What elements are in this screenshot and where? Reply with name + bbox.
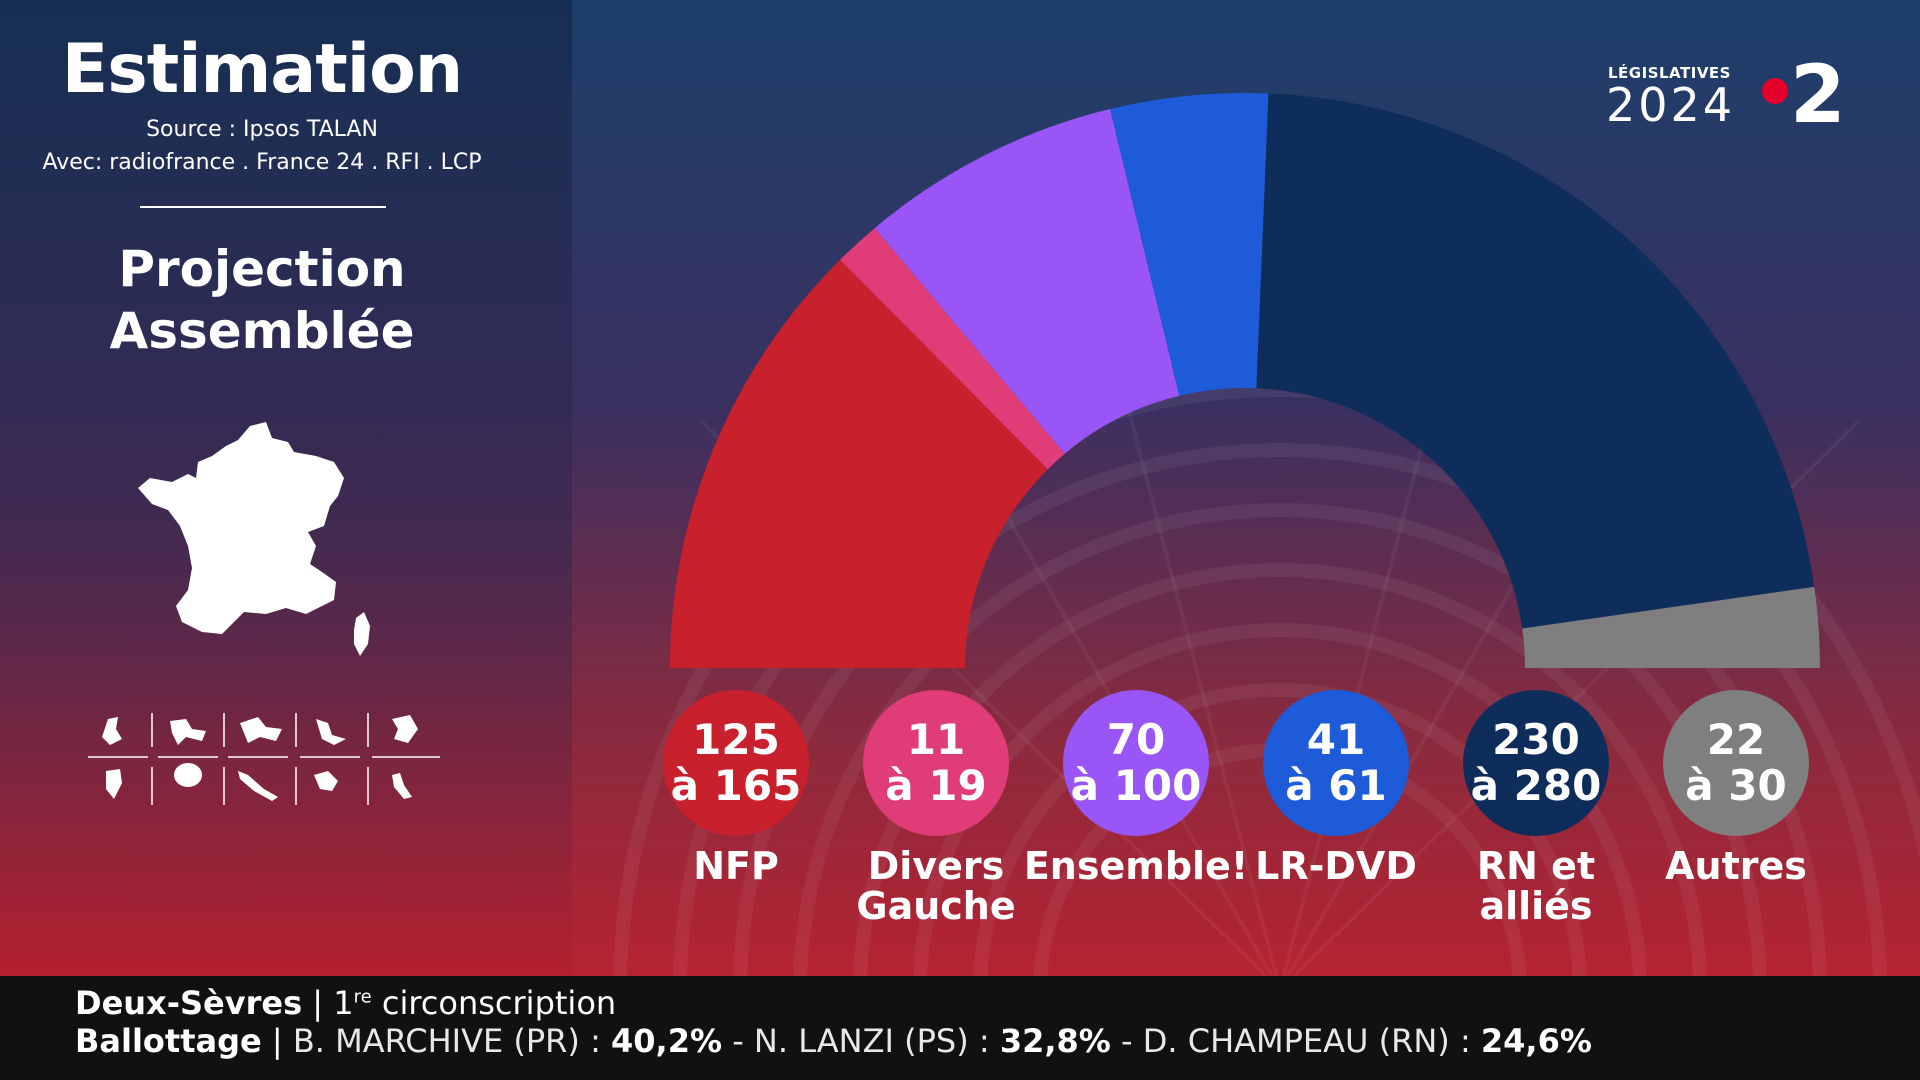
territory-3-icon	[240, 717, 282, 743]
panel-title: Estimation	[61, 30, 463, 109]
seat-range-min-nfp: 125	[692, 715, 780, 764]
source-text: Source : Ipsos TALAN	[146, 117, 378, 142]
territory-5-icon	[392, 715, 418, 743]
logo-event-text: LÉGISLATIVES	[1608, 64, 1731, 82]
territory-7-icon	[174, 763, 202, 787]
seat-range-bubble-rn-et-alli-s: 230 à 280	[1463, 690, 1609, 836]
seat-arc-nfp	[670, 259, 1048, 668]
seat-range-bubble-divers-gauche: 11 à 19	[863, 690, 1009, 836]
party-label-lr-dvd: LR-DVD	[1221, 846, 1451, 886]
seat-range-min-lr-dvd: 41	[1306, 715, 1366, 764]
party-label-line: Autres	[1665, 844, 1807, 888]
result-ticker: Deux-Sèvres | 1re circonscription Ballot…	[0, 976, 1920, 1080]
party-label-nfp: NFP	[621, 846, 851, 886]
subtitle-assemblee: Assemblée	[109, 302, 415, 360]
seat-range-min-autres: 22	[1706, 715, 1766, 764]
seat-range-min-divers-gauche: 11	[906, 715, 966, 764]
territory-8-icon	[238, 771, 278, 801]
info-panel: Estimation Source : Ipsos TALAN Avec: ra…	[0, 0, 572, 976]
candidate-2-score: 32,8%	[999, 1022, 1111, 1060]
ticker-separator: |	[312, 984, 324, 1022]
divider	[140, 206, 386, 208]
ticker-results: Ballottage | B. MARCHIVE (PR) : 40,2% - …	[75, 1022, 1592, 1060]
ticker-status: Ballottage	[75, 1022, 262, 1060]
party-label-line: Gauche	[856, 884, 1016, 928]
candidate-3-score: 24,6%	[1480, 1022, 1592, 1060]
party-label-rn-et-alli-s: RN et alliés	[1421, 846, 1651, 926]
seat-range-min-ensemble-: 70	[1106, 715, 1166, 764]
ticker-department: Deux-Sèvres	[75, 984, 303, 1022]
ticker-constituency: Deux-Sèvres | 1re circonscription	[75, 984, 616, 1022]
candidate-2-name: - N. LANZI (PS) :	[722, 1022, 1000, 1060]
party-label-line: RN et	[1476, 844, 1596, 888]
seat-range-max-rn-et-alli-s: à 280	[1470, 761, 1602, 810]
territory-10-icon	[392, 773, 412, 799]
overseas-territories	[88, 705, 448, 815]
party-label-line: Divers	[867, 844, 1005, 888]
ticker-circ-text: circonscription	[371, 984, 617, 1022]
france-map-icon	[138, 422, 370, 656]
seat-range-max-ensemble-: à 100	[1070, 761, 1202, 810]
partners-text: Avec: radiofrance . France 24 . RFI . LC…	[42, 150, 482, 175]
seat-range-bubble-ensemble-: 70 à 100	[1063, 690, 1209, 836]
territory-6-icon	[106, 769, 122, 799]
party-label-line: NFP	[693, 844, 779, 888]
seat-range-min-rn-et-alli-s: 230	[1492, 715, 1580, 764]
party-label-autres: Autres	[1621, 846, 1851, 886]
seat-range-max-nfp: à 165	[670, 761, 802, 810]
seat-arc-ensemble-	[874, 109, 1180, 454]
territory-2-icon	[170, 719, 206, 745]
logo-red-dot	[1762, 78, 1788, 104]
seat-range-bubble-lr-dvd: 41 à 61	[1263, 690, 1409, 836]
territory-4-icon	[316, 719, 346, 745]
seat-arc-autres	[1522, 586, 1820, 668]
ticker-circ-suffix: re	[353, 986, 372, 1008]
ticker-circ-number: 1	[333, 984, 354, 1022]
logo-channel-number: 2	[1790, 48, 1846, 141]
party-label-divers-gauche: Divers Gauche	[821, 846, 1051, 926]
territory-1-icon	[102, 717, 122, 745]
candidate-1-score: 40,2%	[611, 1022, 723, 1060]
party-label-line: alliés	[1479, 884, 1593, 928]
candidate-1-name: B. MARCHIVE (PR) :	[292, 1022, 612, 1060]
seat-range-bubble-autres: 22 à 30	[1663, 690, 1809, 836]
seat-range-max-lr-dvd: à 61	[1285, 761, 1387, 810]
party-label-line: LR-DVD	[1255, 844, 1417, 888]
france2-legislatives-logo: LÉGISLATIVES 2024 2	[1600, 48, 1860, 141]
seat-arc-rn-et-alli-s	[1256, 93, 1815, 629]
party-label-ensemble-: Ensemble!	[1021, 846, 1251, 886]
seat-range-max-autres: à 30	[1685, 761, 1787, 810]
subtitle-projection: Projection	[118, 240, 406, 298]
territory-9-icon	[314, 771, 338, 791]
seat-range-max-divers-gauche: à 19	[885, 761, 987, 810]
seat-range-bubble-nfp: 125 à 165	[663, 690, 809, 836]
ticker-separator-2: |	[271, 1022, 283, 1060]
candidate-3-name: - D. CHAMPEAU (RN) :	[1110, 1022, 1481, 1060]
party-label-line: Ensemble!	[1023, 844, 1249, 888]
seat-arc-lr-dvd	[1110, 93, 1269, 396]
seat-arc-divers-gauche	[840, 228, 1065, 470]
logo-year-text: 2024	[1606, 78, 1736, 132]
overseas-grid-lines	[88, 713, 440, 805]
